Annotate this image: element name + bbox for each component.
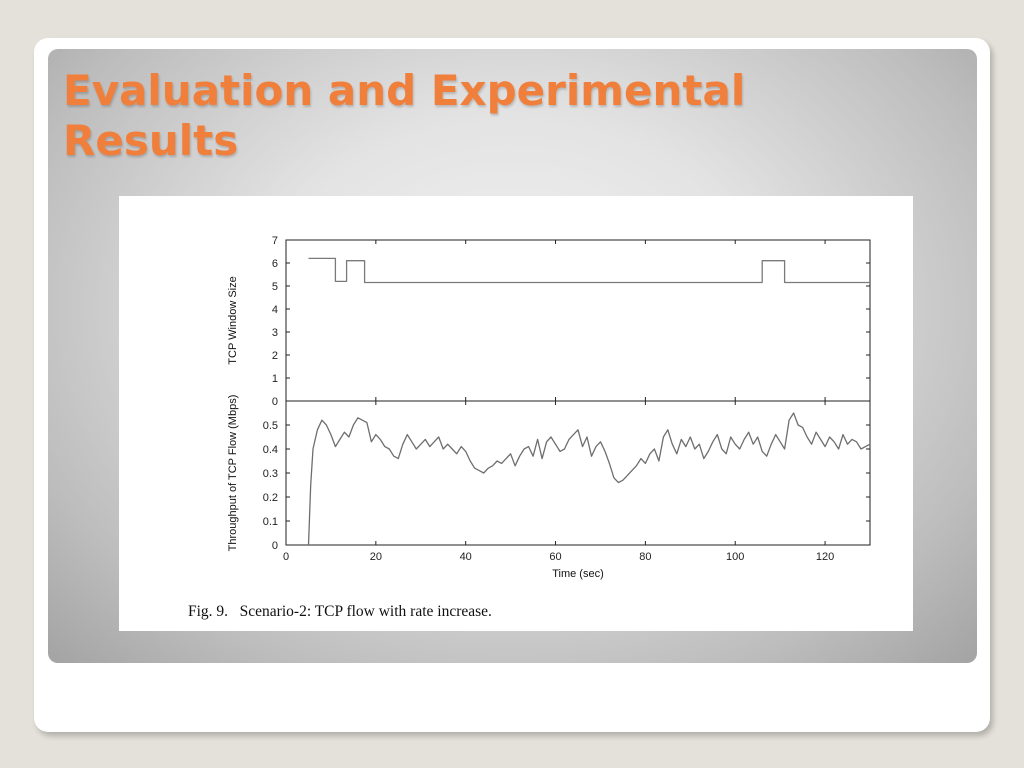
series-line	[308, 257, 870, 284]
y-tick-label: 0.4	[263, 444, 278, 456]
y-tick-label: 0.1	[263, 516, 278, 528]
y-tick-label: 0	[272, 396, 278, 408]
slide-title: Evaluation and Experimental Results	[63, 66, 746, 165]
figure-image: 0 1 2 3 4 5 6 7 TCP Window Size 0 0.1 0.2 0.3 0.4 0.5…	[119, 196, 913, 631]
y-tick-label: 6	[272, 258, 278, 270]
x-tick-label: 40	[460, 551, 472, 563]
plot-frame	[285, 239, 871, 402]
x-axis-label: Time (sec)	[552, 568, 604, 580]
y-tick-label: 1	[272, 373, 278, 385]
y-tick-label: 0.2	[263, 492, 278, 504]
x-tick-label: 20	[370, 551, 382, 563]
chart-throughput: 0 0.1 0.2 0.3 0.4 0.5 0 20 40 60 80 100 120 Throughpu…	[227, 395, 871, 580]
x-tick-label: 120	[816, 551, 834, 563]
chart-window-size: 0 1 2 3 4 5 6 7 TCP Window Size	[227, 235, 871, 408]
y-tick-label: 4	[272, 304, 278, 316]
y-tick-label: 0	[272, 540, 278, 552]
plot-frame	[285, 400, 871, 546]
y-tick-label: 3	[272, 327, 278, 339]
figure-caption: Fig. 9. Scenario-2: TCP flow with rate i…	[188, 603, 492, 620]
chart-figure: 0 1 2 3 4 5 6 7 TCP Window Size 0 0.1 0.2 0.3 0.4 0.5…	[188, 235, 871, 620]
y-tick-label: 0.3	[263, 468, 278, 480]
x-tick-label: 0	[283, 551, 289, 563]
y-tick-label: 0.5	[263, 420, 278, 432]
y-tick-label: 5	[272, 281, 278, 293]
x-tick-label: 80	[639, 551, 651, 563]
series-line	[307, 412, 871, 546]
x-tick-label: 100	[726, 551, 744, 563]
y-tick-label: 7	[272, 235, 278, 247]
y-tick-label: 2	[272, 350, 278, 362]
y-axis-label: TCP Window Size	[227, 276, 239, 364]
x-tick-label: 60	[549, 551, 561, 563]
y-axis-label: Throughput of TCP Flow (Mbps)	[227, 395, 239, 552]
